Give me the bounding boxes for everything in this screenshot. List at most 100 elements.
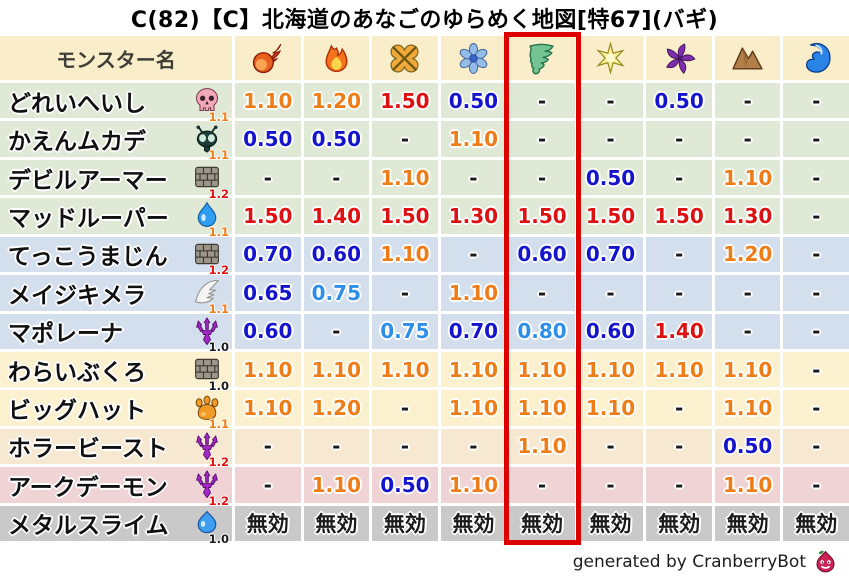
resistance-value: 0.50	[311, 127, 361, 152]
resistance-value: 無効	[452, 512, 495, 537]
resistance-value-cell: 1.50	[372, 198, 438, 234]
element-header-cell	[372, 36, 438, 80]
resistance-value: 1.10	[243, 357, 293, 382]
resistance-value: -	[537, 165, 547, 190]
resistance-value-cell: 1.20	[303, 83, 370, 119]
resistance-value-cell: -	[783, 236, 849, 273]
resistance-value-cell: 0.50	[714, 428, 781, 465]
resistance-value-cell: -	[440, 159, 507, 196]
resistance-value-cell: 0.80	[509, 313, 575, 349]
resistance-value: 1.10	[585, 357, 636, 382]
resistance-value: -	[606, 280, 615, 305]
resistance-value-cell: 無効	[303, 505, 370, 541]
monster-name: てっこうまじん	[8, 244, 168, 271]
monster-name-cell: マッドルーパー 1.1	[0, 198, 232, 237]
element-header-cell	[783, 36, 849, 80]
resistance-value-cell: -	[783, 428, 849, 465]
resistance-value-cell: 1.10	[372, 351, 438, 388]
resistance-value: 1.10	[448, 357, 499, 382]
resistance-value-cell: -	[783, 467, 849, 503]
flame-icon	[320, 42, 353, 75]
monster-name-cell: アークデーモン 1.2	[0, 467, 232, 506]
resistance-value: -	[400, 396, 410, 421]
resistance-value-cell: 1.20	[714, 236, 781, 273]
resistance-value-cell: -	[783, 313, 849, 349]
monster-name-cell: メタルスライム 1.0	[0, 505, 232, 545]
trident-icon: 1.2	[193, 470, 229, 506]
resistance-value: 1.10	[722, 165, 773, 190]
resistance-value: 1.40	[654, 319, 704, 344]
resistance-value: -	[674, 434, 684, 459]
resistance-value-cell: -	[714, 275, 781, 311]
resistance-value: -	[400, 127, 410, 152]
resistance-value-cell: 1.30	[440, 198, 507, 234]
resistance-value: -	[537, 88, 547, 113]
resistance-value: -	[674, 472, 684, 497]
system-multiplier-badge: 1.0	[208, 378, 229, 393]
resistance-value-cell: 1.50	[577, 198, 644, 234]
resistance-value-cell: 0.75	[303, 275, 370, 311]
resistance-value-cell: 0.60	[577, 313, 644, 349]
resistance-value: -	[743, 127, 752, 152]
monster-name-cell: ビッグハット 1.1	[0, 390, 232, 430]
resistance-value-cell: 1.10	[714, 159, 781, 196]
resistance-value: -	[812, 434, 821, 459]
resistance-value: 1.10	[311, 357, 361, 382]
resistance-value: -	[674, 396, 684, 421]
resistance-value: 0.75	[380, 319, 430, 344]
resistance-value: 0.50	[243, 127, 293, 152]
resistance-value: 0.70	[448, 319, 499, 344]
resistance-value: 0.50	[654, 88, 704, 113]
resistance-value: -	[812, 472, 821, 497]
brick-icon: 1.2	[193, 240, 229, 276]
resistance-value: 0.50	[585, 165, 636, 190]
resistance-value-cell: 1.50	[372, 83, 438, 119]
resistance-value-cell: 0.50	[440, 83, 507, 119]
resistance-value-cell: 1.10	[646, 351, 712, 388]
monster-name: デビルアーマー	[8, 167, 168, 194]
snowflake-icon	[457, 42, 490, 75]
resistance-value-cell: 無効	[646, 505, 712, 541]
resistance-value: 1.10	[585, 396, 636, 421]
resistance-value: -	[606, 434, 615, 459]
resistance-value-cell: -	[509, 83, 575, 119]
resistance-value-cell: -	[303, 159, 370, 196]
resistance-value: -	[812, 165, 821, 190]
resistance-value-cell: -	[783, 275, 849, 311]
resistance-value-cell: 無効	[372, 505, 438, 541]
element-header-cell	[303, 36, 370, 80]
resistance-value-cell: -	[372, 121, 438, 157]
resistance-value: 1.20	[311, 396, 361, 421]
resistance-value-cell: 0.65	[235, 275, 301, 311]
resistance-value-cell: -	[783, 198, 849, 234]
resistance-value: 0.80	[517, 319, 567, 344]
system-multiplier-badge: 1.2	[208, 263, 229, 278]
brick-icon: 1.2	[193, 163, 229, 199]
resistance-value-cell: 0.50	[646, 83, 712, 119]
resistance-value-cell: -	[303, 313, 370, 349]
resistance-value: -	[743, 88, 752, 113]
resistance-value: -	[606, 88, 615, 113]
resistance-value: 無効	[726, 512, 769, 537]
resistance-value: 1.10	[517, 434, 567, 459]
monster-name: アークデーモン	[8, 474, 168, 501]
resistance-value-cell: -	[646, 275, 712, 311]
resistance-value-cell: 0.70	[577, 236, 644, 273]
resistance-value-cell: 1.50	[646, 198, 712, 234]
resistance-value: 0.60	[585, 319, 636, 344]
resistance-value: 1.20	[311, 88, 361, 113]
resistance-value: -	[743, 319, 752, 344]
resistance-value-cell: -	[235, 159, 301, 196]
star-icon	[594, 41, 627, 75]
resistance-value-cell: 1.10	[577, 390, 644, 426]
resistance-value-cell: -	[646, 159, 712, 196]
pinwheel-icon	[663, 42, 696, 75]
resistance-value: 1.30	[722, 203, 773, 228]
resistance-value-cell: 1.10	[303, 467, 370, 503]
resistance-value-cell: 1.10	[440, 467, 507, 503]
monster-name-header: モンスター名	[0, 36, 232, 80]
resistance-value-cell: 1.10	[440, 121, 507, 157]
resistance-value-cell: 無効	[509, 505, 575, 541]
resistance-value: -	[263, 472, 272, 497]
resistance-value-cell: -	[440, 236, 507, 273]
